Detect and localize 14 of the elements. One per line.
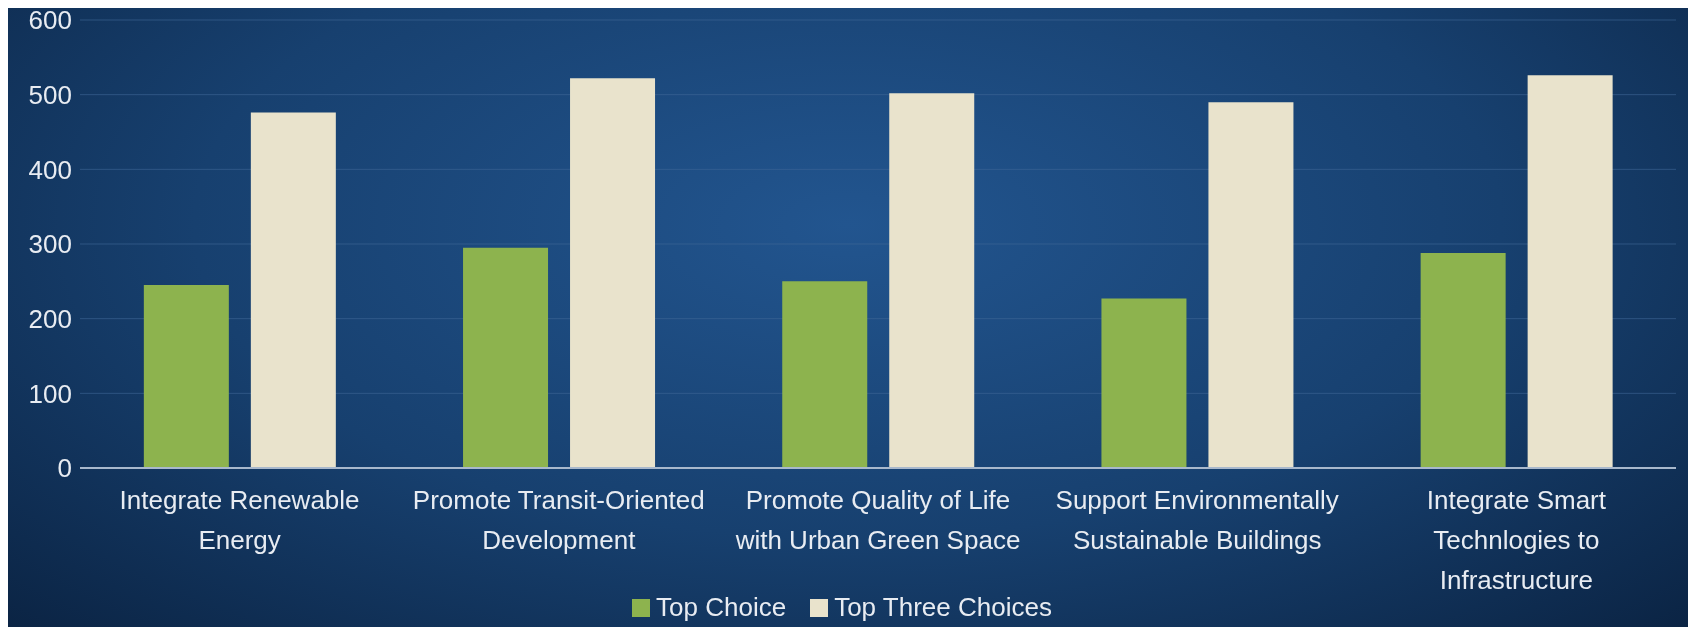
x-tick-label: Integrate Renewable Energy: [118, 484, 361, 557]
y-tick-label: 600: [28, 5, 72, 36]
y-tick-label: 400: [28, 154, 72, 185]
y-tick-label: 500: [28, 79, 72, 110]
x-tick-label: Promote Quality of Life with Urban Green Space: [734, 484, 1022, 557]
legend-label: Top Choice: [656, 592, 787, 623]
x-tick-label: Integrate Smart Technlogies to Infrastructure: [1425, 484, 1607, 592]
y-tick-label: 200: [28, 303, 72, 334]
x-tick-label: Support Environmentally Sustainable Buildings: [1054, 484, 1340, 557]
y-tick-label: 100: [28, 378, 72, 409]
y-tick-label: 0: [57, 453, 72, 484]
x-tick-label: Promote Transit-Oriented Development: [411, 484, 706, 557]
legend-label: Top Three Choices: [834, 592, 1052, 623]
y-tick-label: 300: [28, 229, 72, 260]
